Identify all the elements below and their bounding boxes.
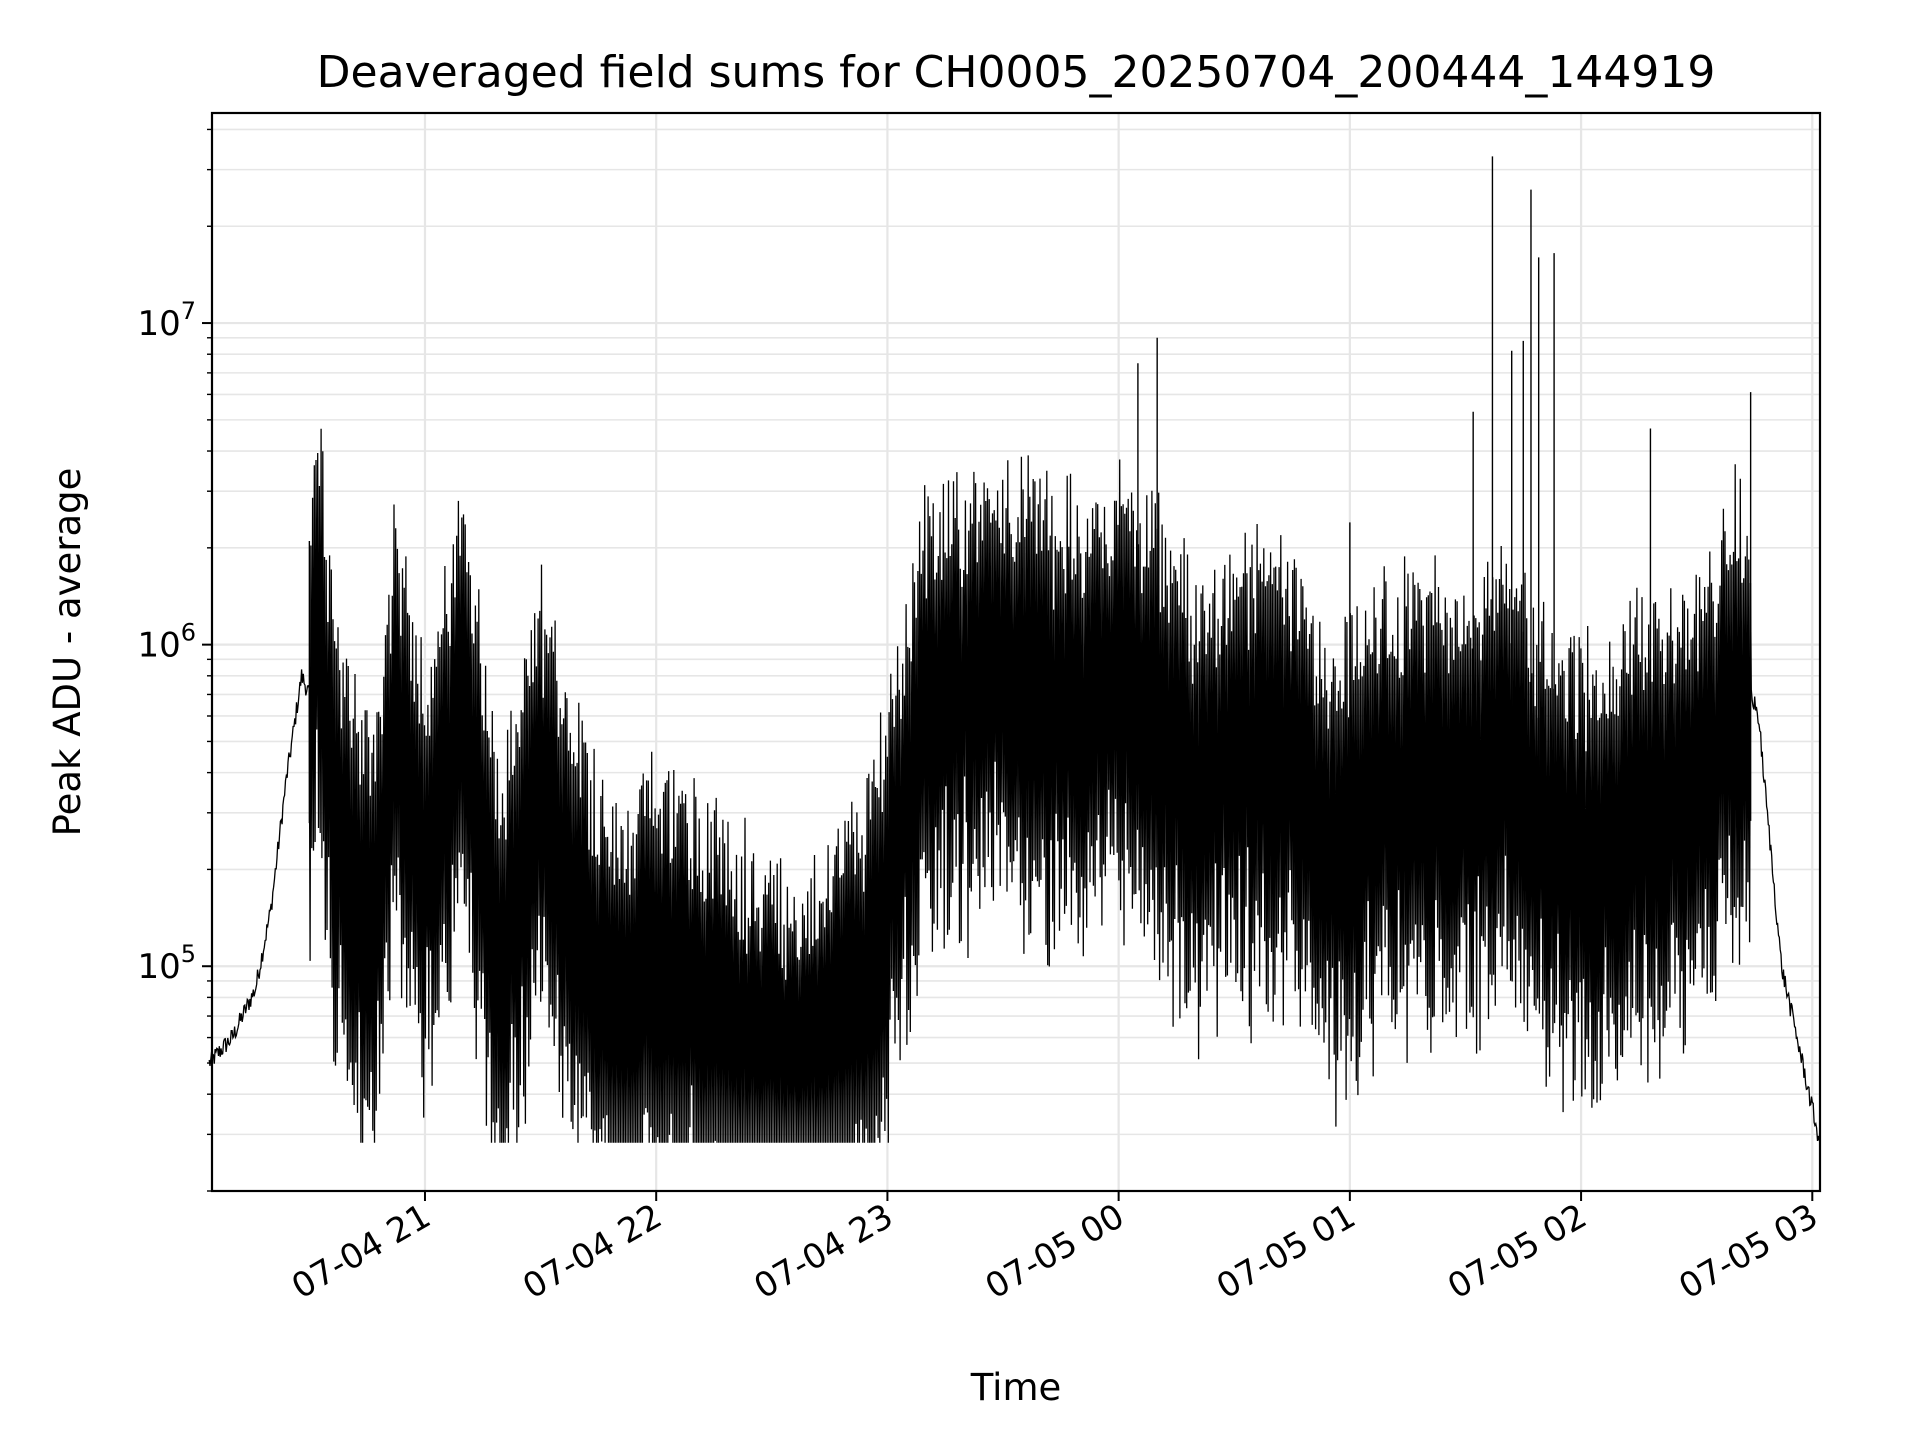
y-tick-label: 107 [137,297,196,344]
y-tick-label: 106 [137,619,196,666]
chart-title: Deaveraged field sums for CH0005_2025070… [317,47,1716,98]
y-axis-label: Peak ADU - average [46,468,89,837]
y-tick-label: 105 [137,940,196,987]
series-trace [208,428,1821,1143]
plot-frame [210,111,1822,1193]
series-line [208,156,1821,1143]
x-axis-label: Time [970,1366,1062,1409]
